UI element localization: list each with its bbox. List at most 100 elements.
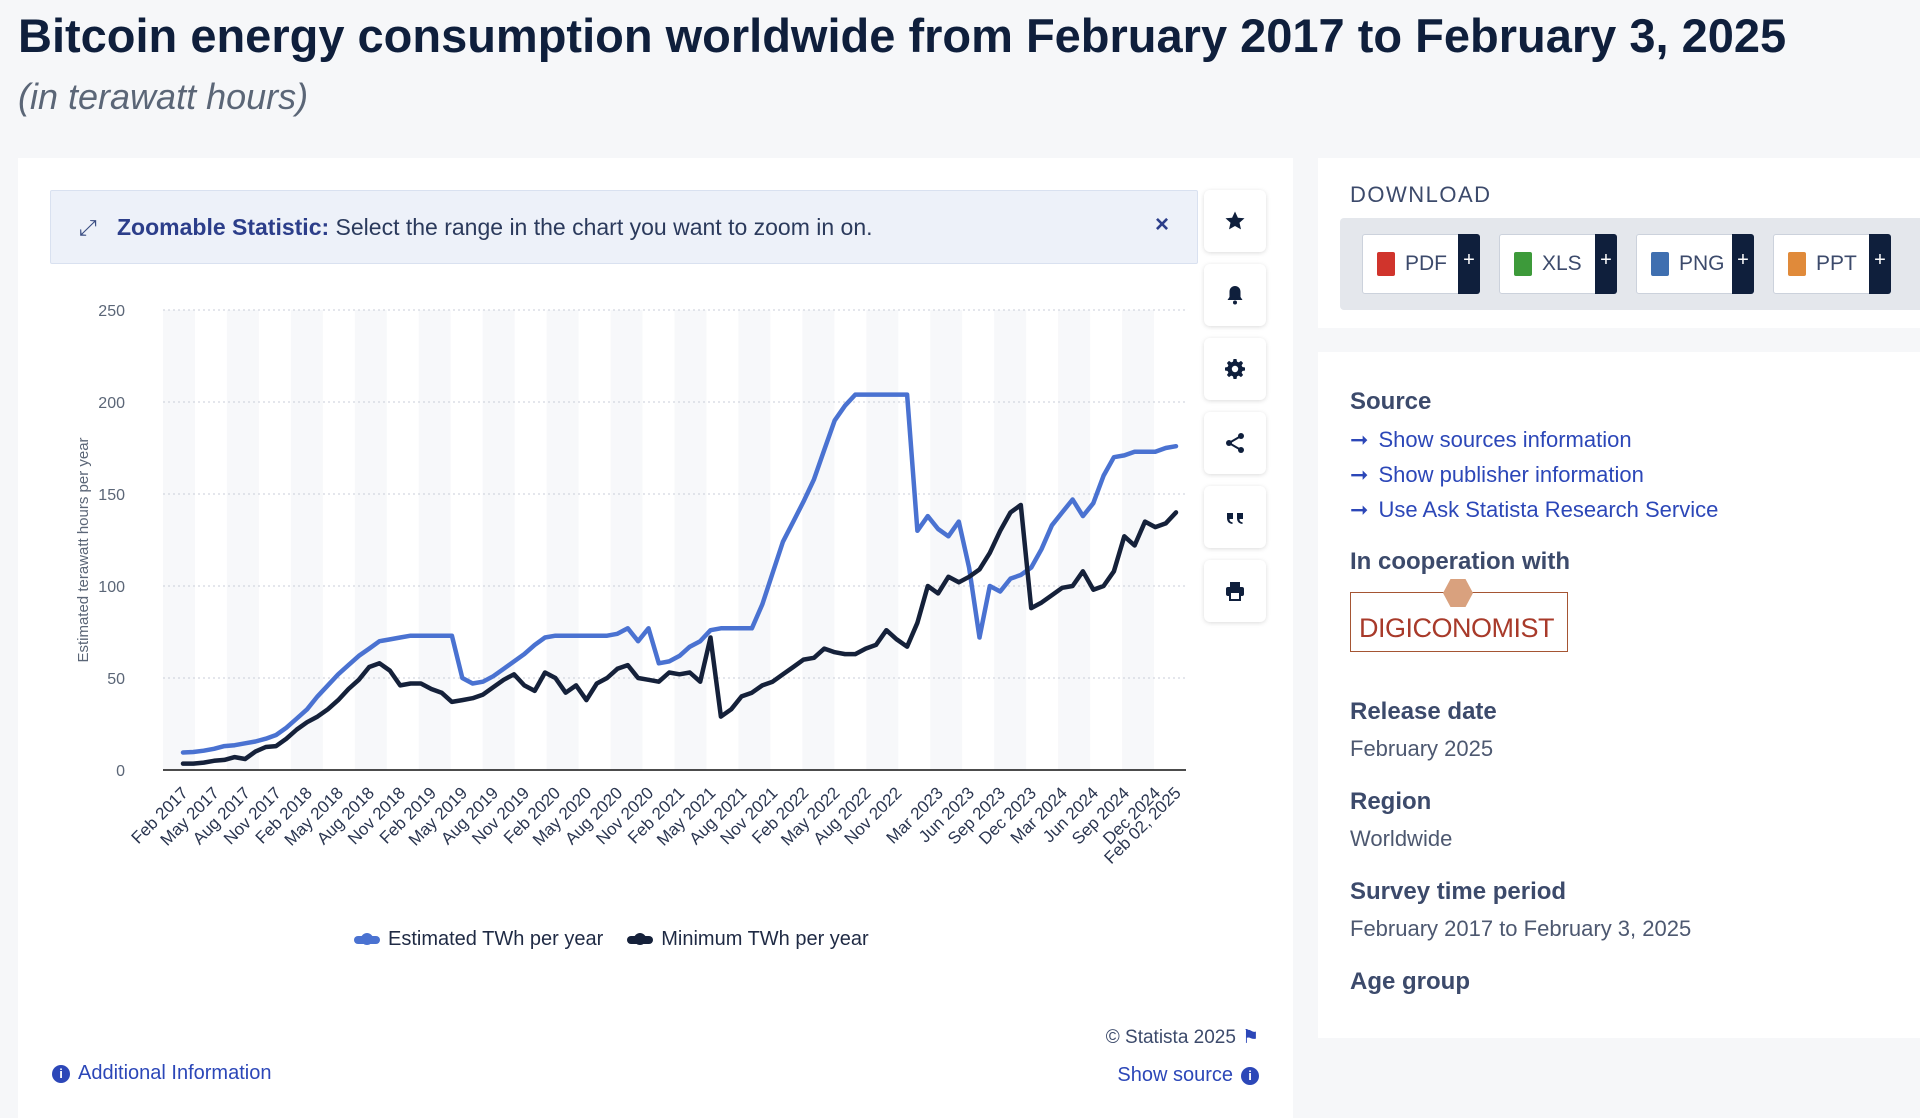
legend-swatch-estimated [354,932,380,945]
line-chart[interactable]: 0 50 100 150 200 250 Estimated terawatt hours … [18,158,1198,878]
chart-legend: Estimated TWh per year Minimum TWh per y… [354,928,869,951]
arrow-right-icon: ➞ [1350,497,1369,522]
cite-button[interactable] [1204,486,1266,548]
plot-band [482,310,515,770]
plot-band [226,310,259,770]
plot-band [418,310,451,770]
release-date-value: February 2025 [1350,736,1494,761]
png-file-icon [1651,252,1669,276]
download-title: DOWNLOAD [1350,182,1492,207]
y-tick-label: 250 [98,303,125,320]
region-heading: Region [1350,788,1432,815]
show-source-label: Show source [1117,1064,1233,1086]
source-heading: Source [1350,388,1432,415]
series-line-minimum [180,502,1179,766]
xls-file-icon [1514,252,1532,276]
credit-text: © Statista 2025 [1105,1027,1236,1048]
favorite-button[interactable] [1204,190,1266,252]
close-icon[interactable]: × [1154,211,1169,238]
arrow-right-icon: ➞ [1350,462,1369,487]
plot-band [738,310,771,770]
print-icon [1226,582,1244,601]
page-title: Bitcoin energy consumption worldwide fro… [18,9,1787,62]
zoom-banner-bold: Zoomable Statistic: [117,214,330,240]
y-tick-label: 200 [98,395,125,412]
show-sources-label: Show sources information [1378,427,1632,452]
plus-icon: + [1595,234,1617,294]
y-tick-label: 0 [116,763,125,780]
ask-statista-label: Use Ask Statista Research Service [1378,497,1719,522]
age-group-heading: Age group [1350,968,1470,995]
download-xls-label: XLS [1542,252,1582,275]
y-tick-label: 100 [98,579,125,596]
download-pdf-label: PDF [1405,252,1447,275]
plus-icon: + [1869,234,1891,294]
plot-band [994,310,1027,770]
info-icon: i [52,1064,70,1083]
show-publisher-label: Show publisher information [1378,462,1644,487]
zoom-banner: ⤢ Zoomable Statistic: Select the range i… [50,190,1198,264]
y-tick-label: 50 [107,671,125,688]
legend-item-estimated[interactable]: Estimated TWh per year [354,928,603,951]
pdf-file-icon [1377,252,1395,276]
bell-icon [1227,286,1243,305]
hexagon-logo-icon [1443,579,1473,607]
quote-icon [1227,513,1243,524]
show-sources-link[interactable]: ➞ Show sources information [1350,427,1632,453]
legend-swatch-minimum [627,932,654,945]
plot-band [866,310,899,770]
plot-band [802,310,835,770]
legend-item-minimum[interactable]: Minimum TWh per year [627,928,869,951]
plus-icon: + [1458,234,1480,294]
ppt-file-icon [1788,252,1806,276]
zoom-banner-text: Zoomable Statistic: Select the range in … [117,214,873,241]
ask-statista-link[interactable]: ➞ Use Ask Statista Research Service [1350,497,1718,523]
arrow-right-icon: ➞ [1350,427,1369,452]
notification-button[interactable] [1204,264,1266,326]
statista-credit[interactable]: © Statista 2025 ⚑ [1106,1026,1259,1049]
info-icon: i [1241,1066,1259,1085]
plot-band [930,310,963,770]
zoom-banner-message: Select the range in the chart you want t… [329,214,873,240]
star-icon [1225,211,1245,230]
series-line-estimated [180,392,1179,755]
legend-label-estimated: Estimated TWh per year [388,928,604,950]
share-button[interactable] [1204,412,1266,474]
logo-text: DIGICONOMIST [1359,613,1555,643]
print-button[interactable] [1204,560,1266,622]
additional-information-link[interactable]: i Additional Information [52,1062,271,1085]
settings-button[interactable] [1204,338,1266,400]
digiconomist-logo[interactable]: DIGICONOMIST [1350,579,1568,652]
y-tick-label: 150 [98,487,125,504]
release-date-heading: Release date [1350,698,1497,725]
plot-band [674,310,707,770]
download-pdf-button[interactable]: PDF + [1362,234,1480,294]
plot-band [163,310,195,770]
share-icon [1226,433,1244,453]
region-value: Worldwide [1350,826,1453,851]
page-subtitle: (in terawatt hours) [18,76,309,117]
download-ppt-label: PPT [1816,252,1857,275]
download-xls-button[interactable]: XLS + [1499,234,1617,294]
show-publisher-link[interactable]: ➞ Show publisher information [1350,462,1644,488]
plot-band [1058,310,1091,770]
plot-band [290,310,323,770]
y-axis-title: Estimated terawatt hours per year [75,437,92,662]
download-bar: PDF + XLS + PNG + PPT + [1340,218,1920,310]
statistic-info-card: Source ➞ Show sources information ➞ Show p… [1318,352,1920,1038]
plot-band [354,310,387,770]
additional-information-label: Additional Information [78,1062,272,1084]
survey-period-heading: Survey time period [1350,878,1567,905]
download-png-label: PNG [1679,252,1725,275]
legend-label-minimum: Minimum TWh per year [661,928,869,950]
expand-icon: ⤢ [79,215,97,240]
download-png-button[interactable]: PNG + [1636,234,1754,294]
cooperation-heading: In cooperation with [1350,548,1570,575]
download-card: DOWNLOAD PDF + XLS + PNG + PPT + [1318,158,1920,328]
flag-icon: ⚑ [1241,1027,1259,1048]
download-ppt-button[interactable]: PPT + [1773,234,1891,294]
survey-period-value: February 2017 to February 3, 2025 [1350,916,1692,941]
plot-band [546,310,579,770]
plus-icon: + [1732,234,1754,294]
show-source-link[interactable]: Show source i [1117,1064,1259,1087]
